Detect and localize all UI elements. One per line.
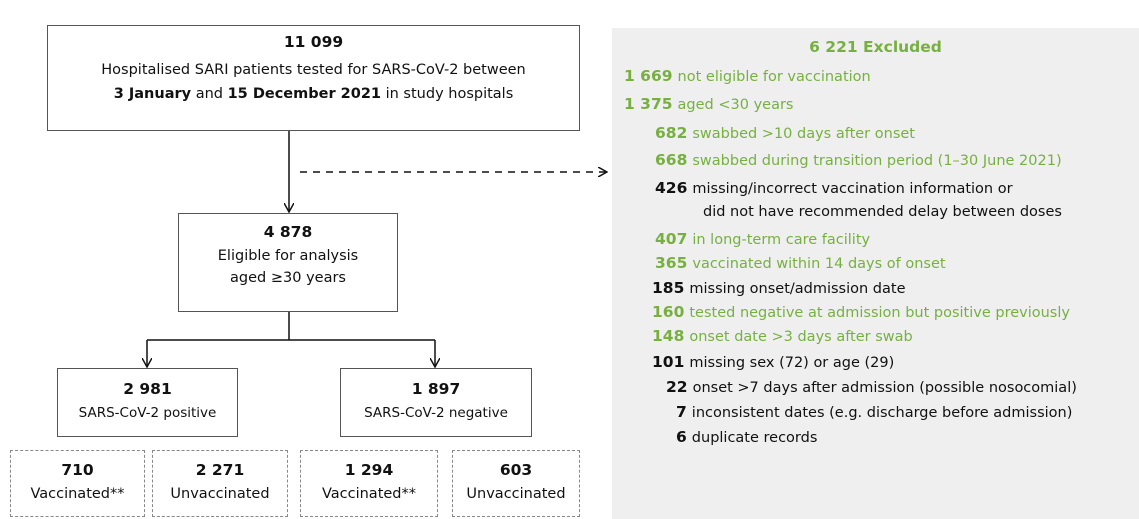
count: 11 099 (283, 33, 344, 51)
text: Eligible for analysis (217, 248, 359, 264)
excluded-reason: did not have recommended delay between d… (703, 204, 1062, 220)
excluded-count: 365 (655, 254, 688, 272)
excluded-item: 101 missing sex (72) or age (29) (652, 352, 894, 373)
excluded-count: 682 (655, 124, 688, 142)
excluded-reason: in long-term care facility (692, 232, 871, 248)
date: 3 January (113, 86, 192, 102)
excluded-count: 1 669 (624, 67, 673, 85)
excluded-count: 6 (676, 428, 687, 446)
excluded-reason: duplicate records (691, 430, 818, 446)
excluded-reason: missing sex (72) or age (29) (689, 355, 895, 371)
excluded-count: 185 (652, 279, 685, 297)
excluded-count: 407 (655, 230, 688, 248)
count: 603 (499, 461, 533, 479)
leaf-box: 1 294 Vaccinated** (300, 450, 438, 517)
excluded-item: 7 inconsistent dates (e.g. discharge befo… (676, 402, 1072, 423)
excluded-count: 160 (652, 303, 685, 321)
excluded-title: 6 221 Excluded (809, 38, 942, 56)
text: SARS-CoV-2 negative (364, 405, 508, 421)
top-box: 11 099 Hospitalised SARI patients tested… (47, 25, 580, 131)
leaf-box: 2 271 Unvaccinated (152, 450, 288, 517)
excluded-reason: tested negative at admission but positiv… (689, 305, 1070, 321)
excluded-item: 668 swabbed during transition period (1–3… (655, 150, 1062, 171)
excluded-reason: aged <30 years (677, 97, 794, 113)
excluded-reason: vaccinated within 14 days of onset (692, 256, 946, 272)
excluded-reason: onset date >3 days after swab (689, 329, 913, 345)
text: 3 January and 15 December 2021 in study … (48, 82, 579, 106)
excluded-item: 160 tested negative at admission but posi… (652, 302, 1070, 323)
eligible-box: 4 878 Eligible for analysis aged ≥30 yea… (178, 213, 398, 312)
excluded-count: 101 (652, 353, 685, 371)
excluded-item: 682 swabbed >10 days after onset (655, 123, 915, 144)
text: and (191, 86, 228, 102)
excluded-item: 426 missing/incorrect vaccination informa… (655, 178, 1062, 220)
excluded-item: 365 vaccinated within 14 days of onset (655, 253, 946, 274)
negative-box: 1 897 SARS-CoV-2 negative (340, 368, 532, 437)
text: aged ≥30 years (230, 270, 346, 286)
excluded-panel: 6 221 Excluded 1 669 not eligible for vac… (612, 28, 1139, 519)
excluded-item: 407 in long-term care facility (655, 229, 870, 250)
excluded-item: 6 duplicate records (676, 427, 817, 448)
excluded-count: 148 (652, 327, 685, 345)
excluded-count: 22 (666, 378, 688, 396)
excluded-item: 1 375 aged <30 years (624, 94, 793, 115)
count: 710 (61, 461, 94, 479)
excluded-reason: swabbed during transition period (1–30 J… (692, 153, 1062, 169)
count: 1 897 (411, 380, 461, 398)
excluded-count: 1 375 (624, 95, 673, 113)
text: Vaccinated** (30, 486, 125, 502)
excluded-reason: inconsistent dates (e.g. discharge befor… (691, 405, 1073, 421)
positive-box: 2 981 SARS-CoV-2 positive (57, 368, 238, 437)
text: in study hospitals (381, 86, 514, 102)
text: Unvaccinated (466, 486, 566, 502)
excluded-count: 7 (676, 403, 687, 421)
leaf-box: 710 Vaccinated** (10, 450, 145, 517)
count: 1 294 (344, 461, 394, 479)
excluded-reason: not eligible for vaccination (677, 69, 871, 85)
excluded-reason: missing/incorrect vaccination informatio… (692, 181, 1013, 197)
excluded-item: 22 onset >7 days after admission (possibl… (666, 377, 1077, 398)
excluded-item: 148 onset date >3 days after swab (652, 326, 913, 347)
excluded-count: 668 (655, 151, 688, 169)
excluded-count: 426 (655, 179, 688, 197)
text: SARS-CoV-2 positive (78, 405, 217, 421)
excluded-item: 185 missing onset/admission date (652, 278, 906, 299)
text: Unvaccinated (170, 486, 270, 502)
excluded-reason: swabbed >10 days after onset (692, 126, 915, 142)
excluded-reason: missing onset/admission date (689, 281, 906, 297)
text: Hospitalised SARI patients tested for SA… (101, 62, 526, 78)
count: 4 878 (263, 223, 313, 241)
count: 2 981 (123, 380, 172, 398)
leaf-box: 603 Unvaccinated (452, 450, 580, 517)
excluded-item: 1 669 not eligible for vaccination (624, 66, 871, 87)
count: 2 271 (195, 461, 245, 479)
text: Vaccinated** (321, 486, 417, 502)
excluded-reason: onset >7 days after admission (possible … (692, 380, 1077, 396)
date: 15 December 2021 (227, 86, 381, 102)
